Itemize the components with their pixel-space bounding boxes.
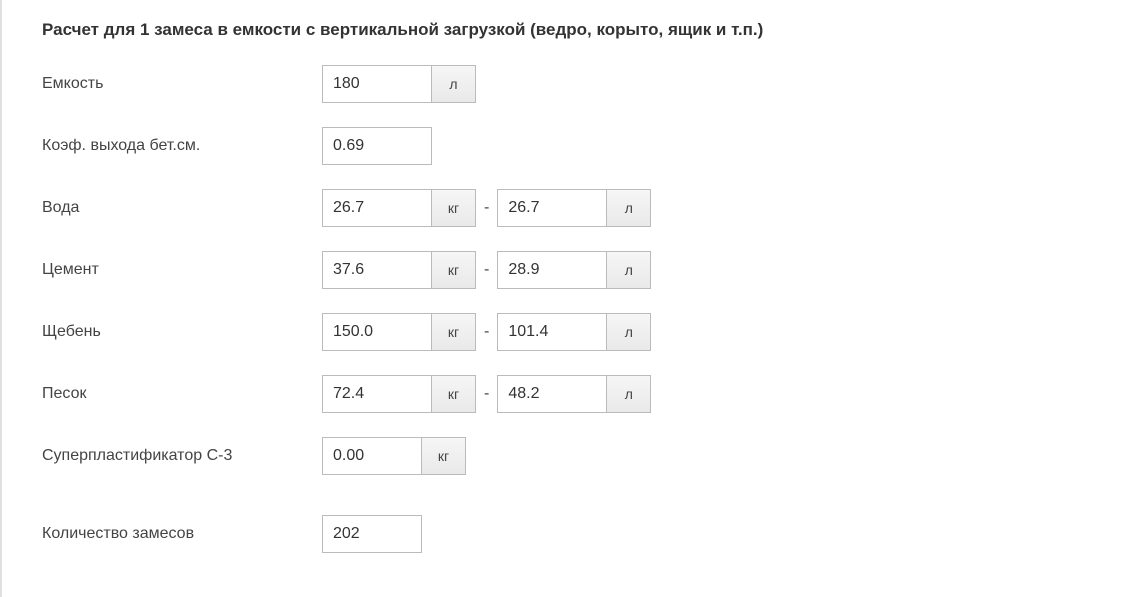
input-mixcount[interactable]: 202	[322, 515, 422, 553]
input-cement-kg[interactable]: 37.6	[322, 251, 432, 289]
label-sand: Песок	[42, 385, 322, 403]
row-capacity: Емкость 180 л	[42, 65, 1109, 103]
unit-superplastifier-kg[interactable]: кг	[421, 437, 466, 475]
unit-gravel-kg[interactable]: кг	[431, 313, 476, 351]
input-water-liters[interactable]: 26.7	[497, 189, 607, 227]
label-coef: Коэф. выхода бет.см.	[42, 137, 322, 155]
row-cement: Цемент 37.6 кг - 28.9 л	[42, 251, 1109, 289]
unit-water-liters[interactable]: л	[606, 189, 651, 227]
unit-water-kg[interactable]: кг	[431, 189, 476, 227]
label-water: Вода	[42, 199, 322, 217]
row-sand: Песок 72.4 кг - 48.2 л	[42, 375, 1109, 413]
unit-cement-kg[interactable]: кг	[431, 251, 476, 289]
input-water-kg[interactable]: 26.7	[322, 189, 432, 227]
dash-gravel: -	[484, 323, 489, 341]
label-cement: Цемент	[42, 261, 322, 279]
row-mixcount: Количество замесов 202	[42, 515, 1109, 553]
row-water: Вода 26.7 кг - 26.7 л	[42, 189, 1109, 227]
unit-cement-liters[interactable]: л	[606, 251, 651, 289]
dash-water: -	[484, 199, 489, 217]
input-coef[interactable]: 0.69	[322, 127, 432, 165]
unit-sand-liters[interactable]: л	[606, 375, 651, 413]
input-sand-liters[interactable]: 48.2	[497, 375, 607, 413]
input-sand-kg[interactable]: 72.4	[322, 375, 432, 413]
label-superplastifier: Суперпластификатор С-3	[42, 447, 322, 465]
input-gravel-liters[interactable]: 101.4	[497, 313, 607, 351]
dash-cement: -	[484, 261, 489, 279]
input-capacity[interactable]: 180	[322, 65, 432, 103]
label-mixcount: Количество замесов	[42, 525, 322, 543]
label-gravel: Щебень	[42, 323, 322, 341]
input-cement-liters[interactable]: 28.9	[497, 251, 607, 289]
unit-sand-kg[interactable]: кг	[431, 375, 476, 413]
unit-gravel-liters[interactable]: л	[606, 313, 651, 351]
row-superplastifier: Суперпластификатор С-3 0.00 кг	[42, 437, 1109, 475]
row-gravel: Щебень 150.0 кг - 101.4 л	[42, 313, 1109, 351]
row-coef: Коэф. выхода бет.см. 0.69	[42, 127, 1109, 165]
unit-capacity-liters[interactable]: л	[431, 65, 476, 103]
input-superplastifier[interactable]: 0.00	[322, 437, 422, 475]
section-heading: Расчет для 1 замеса в емкости с вертикал…	[42, 20, 1109, 40]
label-capacity: Емкость	[42, 75, 322, 93]
dash-sand: -	[484, 385, 489, 403]
input-gravel-kg[interactable]: 150.0	[322, 313, 432, 351]
